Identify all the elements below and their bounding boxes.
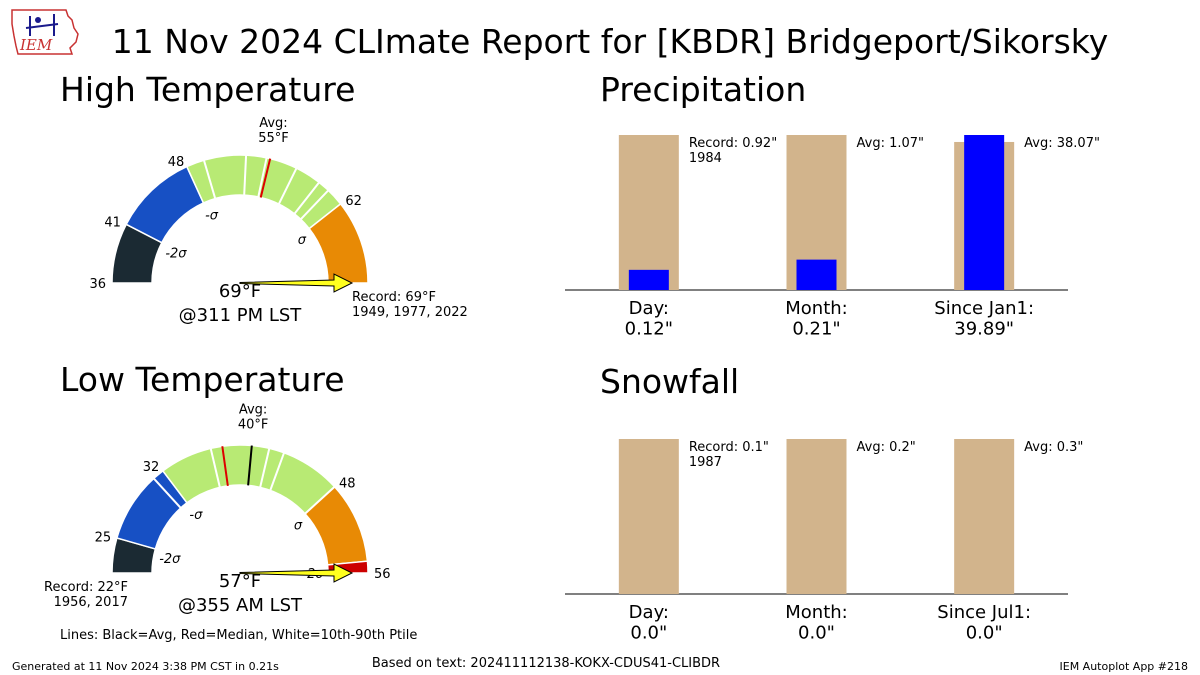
low-temp-sigma-label-2: σ — [294, 518, 303, 533]
high-temp-percentile-line-2 — [257, 157, 268, 198]
precip-bar-obs-0 — [628, 269, 669, 290]
high-temp-tick-label-1: 41 — [104, 216, 121, 231]
high-temp-tick-label-0: 36 — [89, 277, 106, 292]
low-temp-tick-label-1: 32 — [143, 460, 160, 475]
snowfall-annotation-1: Avg: 0.2" — [857, 440, 916, 455]
high-temp-sigma-label-0: -2σ — [165, 247, 187, 262]
snowfall-category-label-1: Month: 0.0" — [785, 602, 847, 644]
precip-category-label-0: Day: 0.12" — [625, 298, 673, 340]
low-temp-percentile-line-0 — [153, 477, 182, 509]
snowfall-annotation-0: Record: 0.1" 1987 — [689, 440, 769, 470]
snowfall-category-label-2: Since Jul1: 0.0" — [937, 602, 1031, 644]
high-temp-record-label: Record: 69°F 1949, 1977, 2022 — [352, 290, 468, 320]
high-temp-observed-arrow — [239, 273, 354, 293]
low-temp-tick-label-2: 48 — [339, 477, 356, 492]
high-temp-percentile-line-1 — [243, 155, 248, 196]
precip-annotation-1: Avg: 1.07" — [857, 136, 925, 151]
page-title: 11 Nov 2024 CLImate Report for [KBDR] Br… — [111, 22, 1109, 61]
precip-annotation-0: Record: 0.92" 1984 — [689, 136, 777, 166]
high-temp-observed-time: @311 PM LST — [179, 305, 303, 326]
precip-bar-avg-0 — [618, 135, 679, 290]
high-temp-title: High Temperature — [60, 70, 356, 109]
high-temp-percentile-line-0 — [202, 159, 217, 199]
high-temp-median-line — [259, 158, 272, 198]
high-temp-observed-label: 69°F — [219, 281, 261, 302]
high-temp-tick-label-2: 48 — [168, 155, 185, 170]
legend-note: Lines: Black=Avg, Red=Median, White=10th… — [60, 628, 418, 643]
precip-bar-obs-1 — [796, 259, 837, 290]
low-temp-tick-label-0: 25 — [95, 530, 112, 545]
low-temp-percentile-line-4 — [304, 486, 336, 515]
low-temp-sigma-label-1: -σ — [189, 508, 203, 523]
iem-logo: IEM — [11, 9, 79, 55]
snowfall-bar-avg-1 — [786, 439, 847, 594]
snowfall-category-label-0: Day: 0.0" — [629, 602, 669, 644]
low-temp-sigma-label-0: -2σ — [159, 552, 181, 567]
precip-annotation-2: Avg: 38.07" — [1024, 136, 1100, 151]
low-temp-percentile-line-2 — [259, 448, 271, 488]
low-temp-observed-label: 57°F — [219, 571, 261, 592]
precip-title: Precipitation — [600, 70, 807, 109]
low-temp-observed-arrow — [239, 563, 354, 583]
low-temp-avg-label: Avg: 40°F — [238, 403, 269, 433]
footer-generated: Generated at 11 Nov 2024 3:38 PM CST in … — [12, 660, 279, 673]
low-temp-median-line — [221, 446, 229, 486]
high-temp-band-3 — [308, 202, 369, 284]
high-temp-sigma-label-1: -σ — [205, 209, 219, 224]
footer-source: Based on text: 202411112138-KOKX-CDUS41-… — [371, 656, 721, 671]
low-temp-observed-time: @355 AM LST — [178, 595, 303, 616]
high-temp-percentile-line-5 — [300, 189, 330, 221]
high-temp-percentile-line-3 — [277, 167, 298, 205]
precip-category-label-2: Since Jan1: 39.89" — [934, 298, 1034, 340]
footer-app: IEM Autoplot App #218 — [1059, 660, 1189, 673]
high-temp-tick-label-3: 62 — [345, 194, 362, 209]
high-temp-percentile-line-4 — [293, 181, 320, 215]
low-temp-avg-line — [247, 445, 253, 486]
low-temp-percentile-line-1 — [209, 448, 221, 488]
snowfall-title: Snowfall — [600, 362, 740, 401]
low-temp-title: Low Temperature — [60, 360, 345, 399]
high-temp-sigma-label-2: σ — [298, 233, 307, 248]
snowfall-annotation-2: Avg: 0.3" — [1024, 440, 1083, 455]
low-temp-record-label: Record: 22°F 1956, 2017 — [44, 580, 128, 610]
low-temp-percentile-line-3 — [269, 452, 285, 491]
logo-text: IEM — [19, 36, 53, 54]
precip-category-label-1: Month: 0.21" — [785, 298, 847, 340]
snowfall-bar-avg-0 — [618, 439, 679, 594]
precip-bar-obs-2 — [964, 135, 1005, 290]
high-temp-avg-label: Avg: 55°F — [258, 116, 289, 146]
snowfall-bar-avg-2 — [954, 439, 1015, 594]
low-temp-tick-label-3: 56 — [374, 567, 391, 582]
